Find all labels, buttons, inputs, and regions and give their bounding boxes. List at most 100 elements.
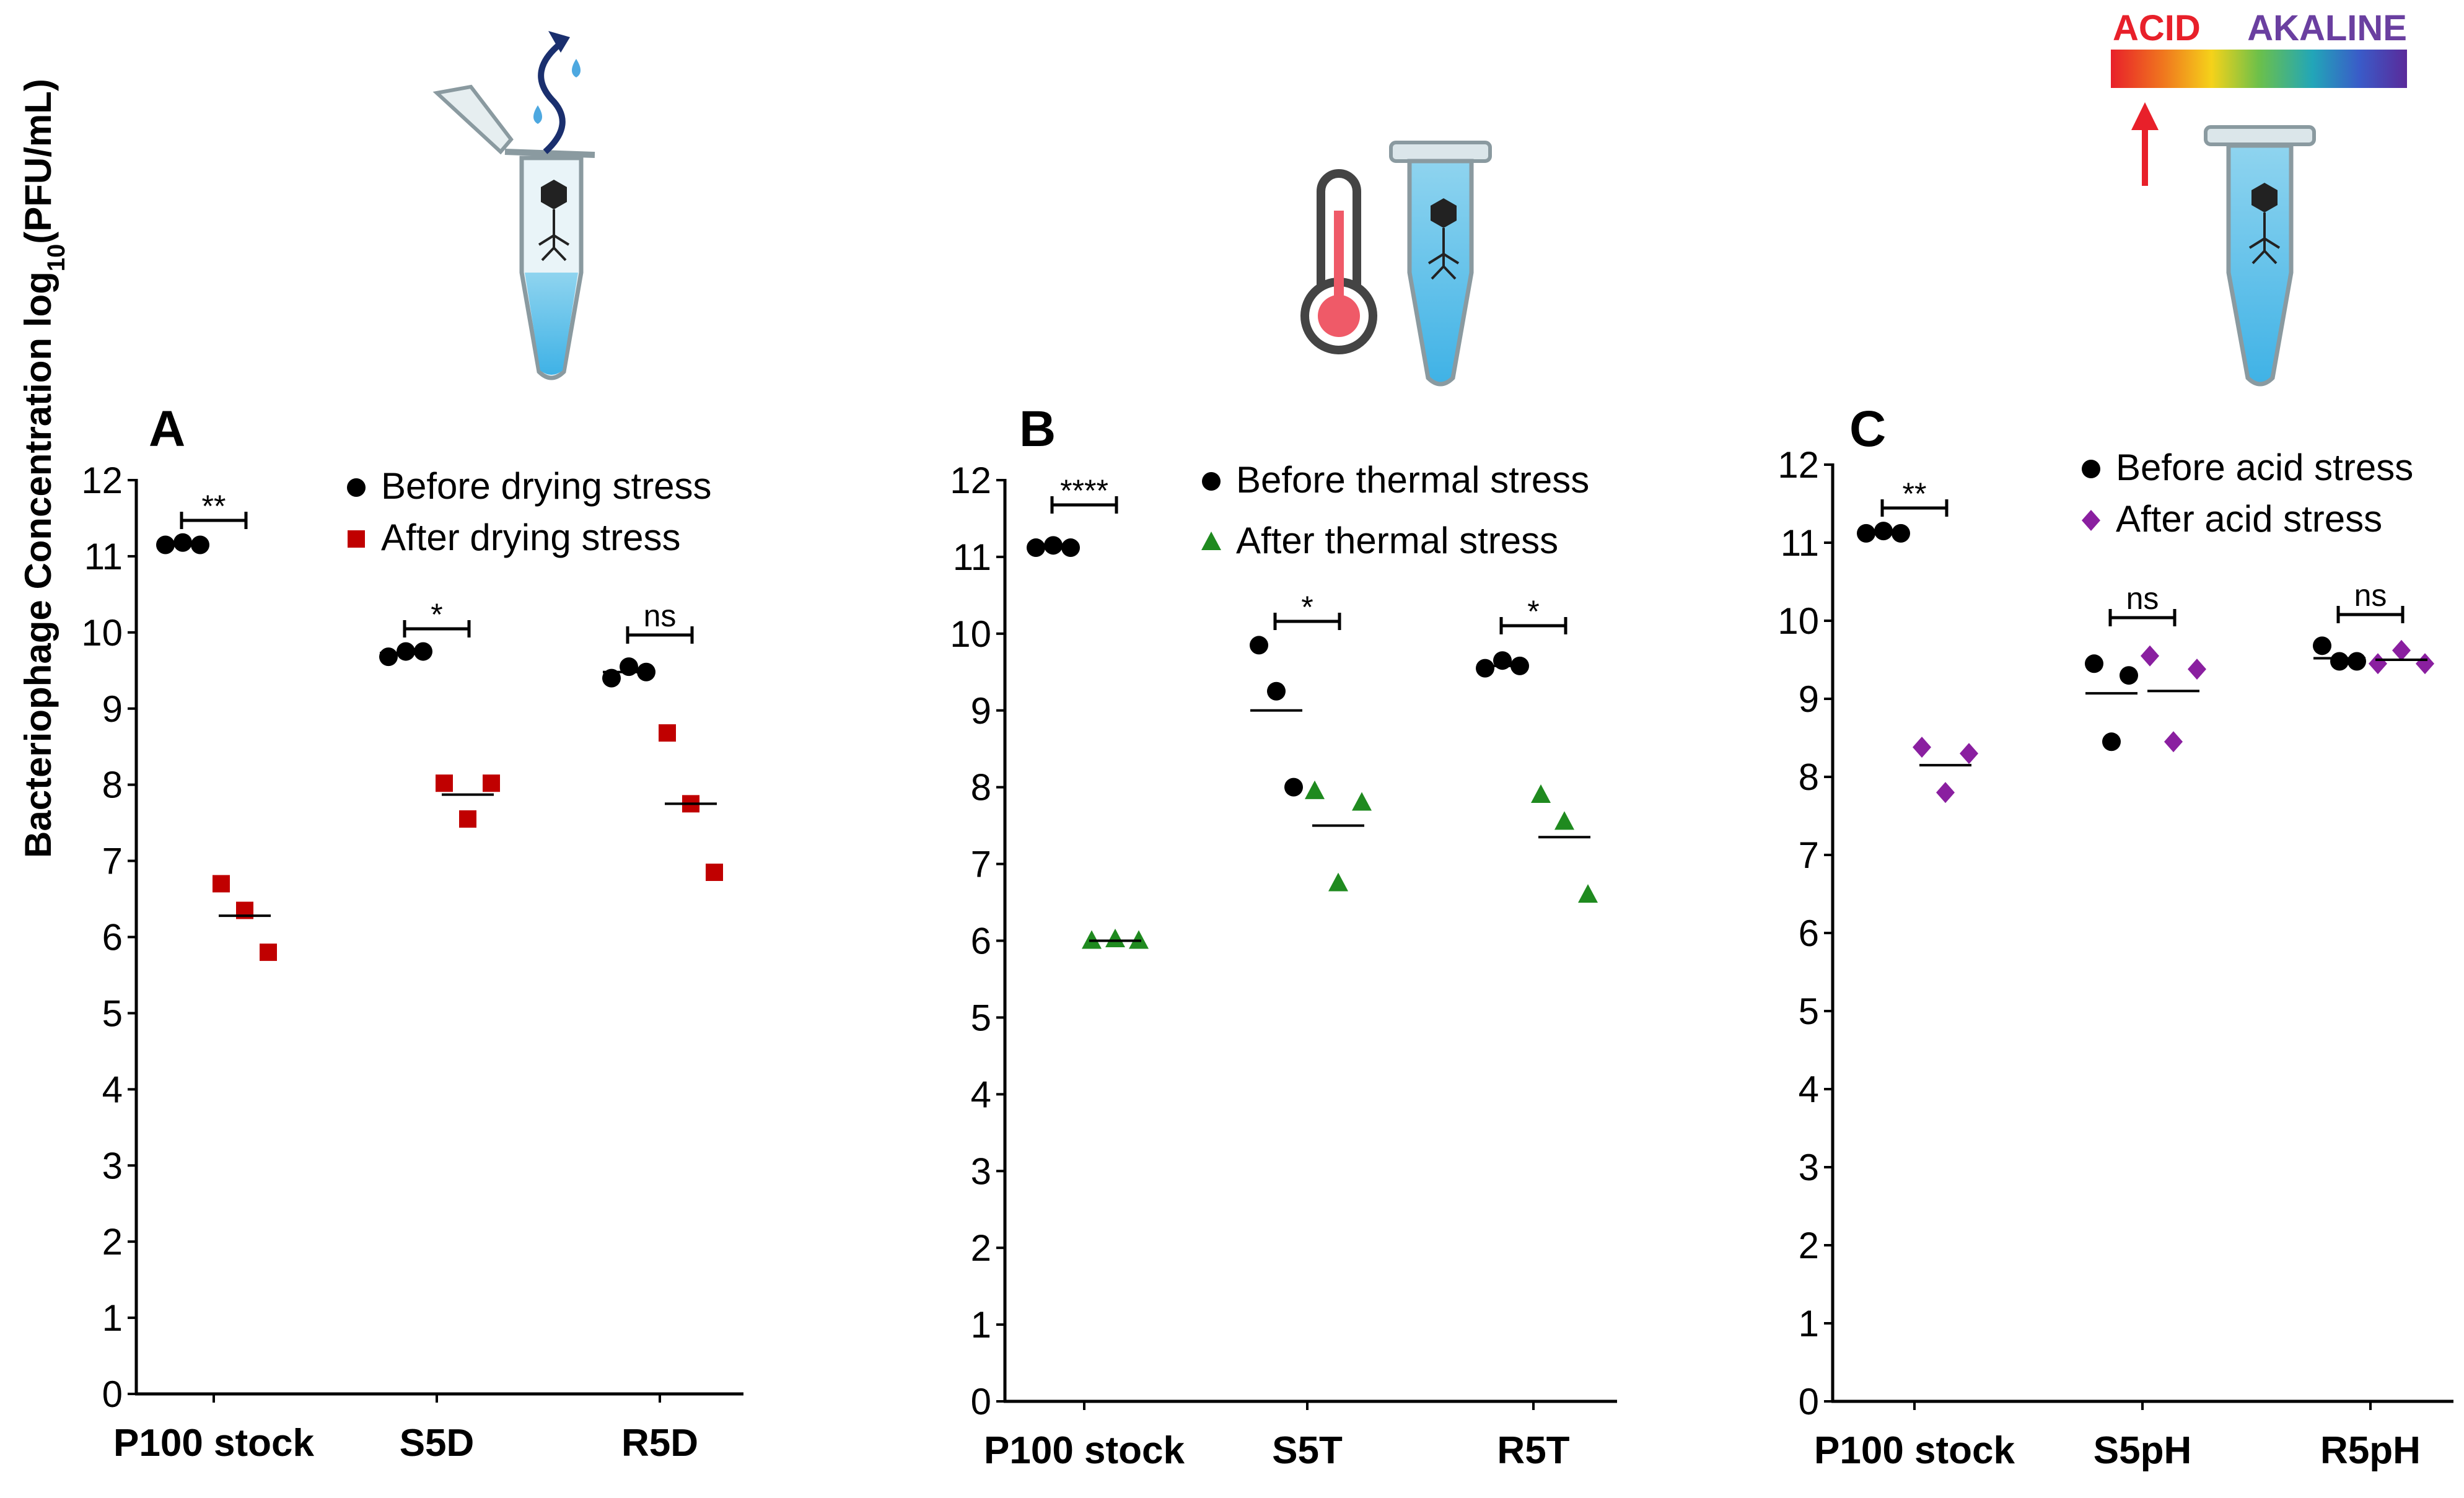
legend-label: After acid stress [2116, 498, 2382, 540]
data-point [2085, 654, 2103, 673]
significance-label: * [1527, 594, 1539, 629]
panel-letter: A [149, 401, 185, 457]
x-tick-label: P100 stock [984, 1429, 1185, 1472]
y-tick-label: 1 [971, 1304, 991, 1346]
y-axis-label: Bacteriophage Concentration log10(PFU/mL… [17, 79, 70, 858]
y-tick-label: 11 [953, 537, 991, 578]
evaporation-icon [533, 31, 581, 154]
data-point [2141, 645, 2159, 667]
legend-marker [347, 478, 366, 497]
legend-label: Before thermal stress [1236, 459, 1589, 501]
y-tick-label: 6 [971, 921, 991, 962]
y-tick-label: 8 [971, 767, 991, 808]
legend-marker [2082, 460, 2100, 478]
x-tick-label: R5D [621, 1422, 698, 1465]
y-tick-label: 5 [1799, 991, 1819, 1032]
y-tick-label: 4 [1799, 1069, 1819, 1110]
data-point [459, 810, 476, 828]
panel-letter: C [1849, 401, 1886, 457]
data-point [1874, 522, 1893, 541]
y-tick-label: 2 [102, 1221, 123, 1263]
legend-label: Before acid stress [2116, 447, 2413, 488]
y-tick-label: 6 [102, 917, 123, 958]
data-point [2330, 652, 2349, 671]
thermal-illustration [1300, 141, 1492, 387]
data-point [1554, 811, 1574, 830]
y-tick-label: 9 [102, 688, 123, 730]
data-point [1044, 536, 1063, 555]
y-tick-label: 3 [1799, 1147, 1819, 1188]
y-tick-label: 9 [1799, 678, 1819, 720]
y-tick-label: 11 [1781, 522, 1819, 564]
significance-label: * [431, 597, 442, 632]
significance-label: **** [1060, 473, 1108, 508]
y-tick-label: 12 [950, 460, 991, 501]
y-tick-label: 2 [971, 1227, 991, 1269]
up-arrow-icon [2131, 102, 2159, 186]
data-point [2120, 666, 2138, 685]
thermometer-icon [1300, 169, 1377, 354]
y-tick-label: 7 [971, 844, 991, 885]
data-point [2348, 652, 2366, 671]
x-tick-label: S5D [400, 1422, 475, 1465]
data-point [602, 668, 621, 688]
x-tick-label: P100 stock [1814, 1429, 2015, 1472]
data-point [436, 774, 453, 792]
data-point [173, 533, 192, 552]
data-point [1531, 784, 1551, 804]
ph-alkaline-label: AKALINE [2247, 8, 2407, 48]
tube-open-icon [432, 84, 595, 380]
y-tick-label: 7 [1799, 834, 1819, 876]
y-tick-label: 3 [102, 1145, 123, 1186]
y-tick-label: 2 [1799, 1225, 1819, 1266]
significance-label: * [1301, 590, 1313, 624]
data-point [2102, 732, 2121, 751]
data-point [1250, 636, 1268, 655]
data-point [2164, 731, 2183, 753]
data-point [1936, 782, 1955, 804]
tube-closed-icon [1389, 141, 1492, 387]
data-point [1328, 872, 1348, 891]
y-tick-label: 10 [81, 612, 123, 654]
significance-label: ** [1903, 476, 1927, 511]
legend-label: After drying stress [381, 517, 681, 558]
y-tick-label: 8 [102, 764, 123, 806]
y-tick-label: 0 [971, 1381, 991, 1422]
ph-scale-bar [2111, 50, 2407, 88]
y-tick-label: 0 [102, 1373, 123, 1415]
data-point [260, 944, 277, 961]
data-point [1578, 884, 1598, 903]
acid-illustration: ACID AKALINE [2111, 8, 2407, 387]
drying-illustration [432, 31, 595, 380]
y-tick-label: 4 [102, 1069, 123, 1110]
data-point [2188, 659, 2206, 680]
tube-closed-icon [2204, 125, 2316, 387]
y-tick-label: 0 [1799, 1381, 1819, 1422]
x-tick-label: P100 stock [113, 1422, 315, 1465]
data-point [213, 875, 230, 893]
data-point [379, 647, 398, 667]
data-point [1284, 777, 1303, 797]
x-tick-label: S5T [1272, 1429, 1343, 1472]
data-point [1476, 659, 1494, 678]
y-tick-label: 10 [950, 613, 991, 655]
data-point [1105, 929, 1125, 948]
data-point [659, 724, 676, 742]
data-point [1267, 681, 1286, 701]
y-tick-label: 12 [1778, 444, 1819, 486]
data-point [1913, 737, 1931, 758]
significance-label: ns [2354, 578, 2387, 613]
y-tick-label: 10 [1778, 600, 1819, 642]
data-point [2416, 653, 2434, 675]
y-tick-label: 1 [1799, 1303, 1819, 1344]
data-point [414, 642, 432, 661]
y-tick-label: 8 [1799, 756, 1819, 798]
legend-label: Before drying stress [381, 465, 712, 507]
data-point [2313, 636, 2331, 655]
data-point [1960, 743, 1978, 764]
data-point [1305, 780, 1325, 799]
y-tick-label: 5 [971, 997, 991, 1038]
